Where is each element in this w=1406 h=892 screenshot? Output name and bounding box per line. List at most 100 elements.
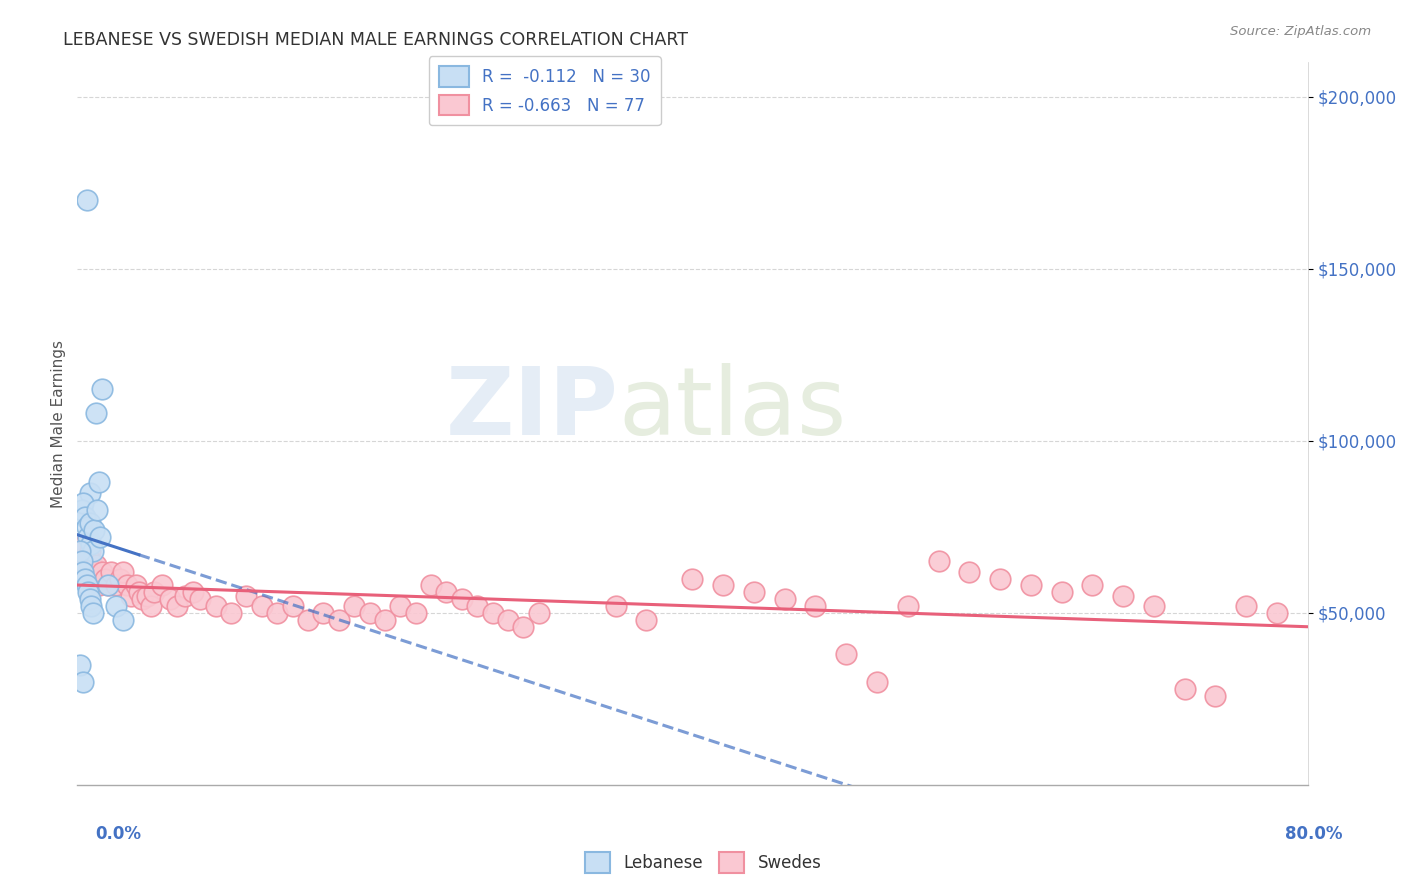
Point [128, 585, 150, 599]
Point [219, 606, 242, 620]
Point [79, 516, 101, 531]
Point [76, 193, 98, 207]
Point [86, 502, 108, 516]
Point [141, 599, 163, 613]
Point [481, 606, 503, 620]
Point [465, 599, 488, 613]
Point [82, 606, 104, 620]
Point [343, 599, 366, 613]
Point [682, 572, 704, 586]
Legend: R =  -0.112   N = 30, R = -0.663   N = 77: R = -0.112 N = 30, R = -0.663 N = 77 [429, 56, 661, 125]
Point [527, 606, 550, 620]
Point [711, 578, 734, 592]
Point [112, 613, 135, 627]
Point [70, 544, 93, 558]
Point [72, 554, 94, 568]
Point [450, 592, 472, 607]
Point [77, 585, 100, 599]
Point [359, 606, 381, 620]
Point [77, 565, 100, 579]
Point [988, 572, 1011, 586]
Point [1112, 589, 1135, 603]
Point [112, 565, 135, 579]
Point [374, 613, 396, 627]
Point [87, 475, 110, 490]
Text: ZIP: ZIP [446, 363, 619, 455]
Point [97, 578, 120, 592]
Point [76, 578, 98, 592]
Point [79, 544, 101, 558]
Point [82, 544, 104, 558]
Point [235, 589, 257, 603]
Point [110, 572, 132, 586]
Point [97, 578, 120, 592]
Point [928, 554, 950, 568]
Point [76, 520, 98, 534]
Point [159, 592, 181, 607]
Point [72, 496, 94, 510]
Point [84, 558, 107, 572]
Text: LEBANESE VS SWEDISH MEDIAN MALE EARNINGS CORRELATION CHART: LEBANESE VS SWEDISH MEDIAN MALE EARNINGS… [63, 31, 689, 49]
Point [1265, 606, 1288, 620]
Point [82, 572, 104, 586]
Point [72, 674, 94, 689]
Point [77, 530, 100, 544]
Point [250, 599, 273, 613]
Point [69, 544, 91, 558]
Point [1234, 599, 1257, 613]
Point [69, 657, 91, 672]
Point [100, 565, 122, 579]
Point [405, 606, 427, 620]
Point [496, 613, 519, 627]
Text: 80.0%: 80.0% [1285, 825, 1343, 843]
Point [87, 578, 110, 592]
Point [436, 585, 458, 599]
Y-axis label: Median Male Earnings: Median Male Earnings [51, 340, 66, 508]
Point [150, 578, 173, 592]
Point [120, 589, 142, 603]
Point [328, 613, 350, 627]
Point [73, 509, 96, 524]
Text: atlas: atlas [619, 363, 846, 455]
Point [266, 606, 288, 620]
Point [1050, 585, 1073, 599]
Point [80, 599, 103, 613]
Point [70, 554, 93, 568]
Point [181, 585, 204, 599]
Point [166, 599, 188, 613]
Point [70, 502, 93, 516]
Point [90, 565, 114, 579]
Point [80, 537, 103, 551]
Point [1019, 578, 1042, 592]
Point [125, 578, 148, 592]
Point [420, 578, 443, 592]
Point [79, 485, 101, 500]
Point [957, 565, 980, 579]
Point [512, 620, 534, 634]
Point [281, 599, 304, 613]
Point [73, 572, 96, 586]
Point [104, 578, 127, 592]
Point [73, 537, 96, 551]
Point [104, 599, 127, 613]
Point [143, 585, 166, 599]
Point [389, 599, 412, 613]
Point [835, 647, 858, 661]
Point [773, 592, 796, 607]
Point [742, 585, 765, 599]
Point [297, 613, 319, 627]
Point [80, 554, 103, 568]
Point [897, 599, 920, 613]
Point [866, 674, 889, 689]
Point [188, 592, 212, 607]
Point [83, 524, 105, 538]
Text: Source: ZipAtlas.com: Source: ZipAtlas.com [1230, 25, 1371, 38]
Point [79, 592, 101, 607]
Point [1204, 689, 1226, 703]
Point [804, 599, 827, 613]
Point [72, 565, 94, 579]
Legend: Lebanese, Swedes: Lebanese, Swedes [578, 846, 828, 880]
Point [76, 554, 98, 568]
Point [636, 613, 658, 627]
Point [89, 530, 111, 544]
